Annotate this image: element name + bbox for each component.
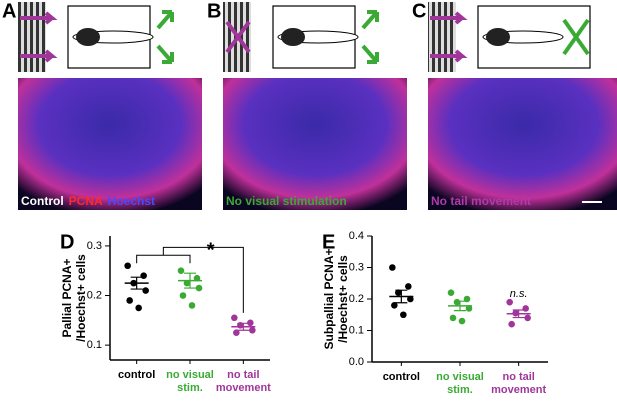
micrograph (223, 78, 407, 210)
panel-label: D (60, 231, 74, 253)
data-point (140, 272, 147, 279)
y-tick-label: 0.4 (349, 230, 364, 242)
error-bar (130, 276, 143, 290)
panel-label: C (412, 0, 426, 22)
fish-head (281, 28, 305, 46)
fish-head (486, 28, 510, 46)
data-point (395, 289, 402, 297)
y-tick-label: 0.3 (349, 261, 364, 273)
data-point (249, 326, 256, 334)
overlay-label: Control (21, 194, 64, 208)
y-tick-label: 0.1 (349, 324, 364, 336)
data-point (124, 262, 131, 270)
x-tick-label: movement (216, 382, 271, 394)
data-point (524, 314, 531, 322)
panel-label: E (322, 231, 335, 253)
data-point (449, 314, 457, 322)
data-point (405, 283, 412, 290)
y-tick-label: 0.3 (87, 240, 102, 252)
data-point (389, 264, 396, 271)
data-point (177, 267, 185, 275)
micrograph (18, 78, 202, 210)
x-tick-label: stim. (447, 384, 473, 396)
x-tick-label: no tail (502, 371, 534, 383)
tail-arrows (156, 10, 174, 64)
data-point (195, 284, 203, 292)
data-point (231, 314, 238, 322)
arrow (430, 11, 468, 63)
data-point (407, 295, 414, 303)
y-tick-label: 0.0 (349, 356, 364, 368)
y-tick-label: 0.2 (349, 293, 364, 305)
data-point (458, 317, 466, 325)
error-bar (237, 322, 250, 331)
y-axis-label: Subpallial PCNA+ (322, 248, 336, 349)
cross (225, 20, 251, 54)
y-axis-label: /Hoechst+ cells (336, 255, 350, 343)
panel-label: A (2, 0, 16, 22)
x-tick-label: no visual (166, 369, 214, 381)
data-point (465, 305, 473, 312)
error-bar (184, 272, 196, 289)
y-axis-label: Pallial PCNA+ (60, 258, 74, 337)
data-point (126, 297, 133, 304)
x-tick-label: no visual (436, 371, 484, 383)
micrograph (428, 78, 617, 210)
data-point (142, 287, 149, 294)
y-tick-label: 0.2 (87, 289, 102, 301)
y-axis-label: /Hoechst+ cells (74, 254, 88, 342)
data-point (400, 311, 407, 319)
fish-head (76, 28, 100, 46)
error-bar (395, 289, 408, 304)
annotation: n.s. (510, 288, 528, 300)
grating (18, 2, 46, 72)
x-tick-label: no tail (227, 369, 259, 381)
grating (428, 2, 456, 72)
data-point (188, 302, 196, 309)
data-point (508, 320, 515, 328)
arrow (20, 11, 58, 63)
data-point (193, 274, 201, 282)
x-tick-label: movement (491, 384, 546, 396)
data-point (233, 329, 240, 337)
bracket (136, 246, 244, 313)
cross (562, 18, 590, 56)
error-bar (454, 300, 466, 312)
data-point (447, 289, 455, 297)
data-point (522, 305, 529, 312)
x-tick-label: stim. (177, 382, 203, 394)
data-point (247, 319, 254, 327)
overlay-label: No tail movement (431, 194, 531, 208)
error-bar (512, 309, 525, 319)
data-point (506, 298, 513, 306)
y-tick-label: 0.1 (87, 339, 102, 351)
tail-arrows (361, 10, 379, 64)
overlay-label: No visual stimulation (226, 194, 347, 208)
annotation: * (207, 240, 215, 262)
data-point (135, 304, 142, 312)
x-tick-label: control (383, 371, 420, 383)
data-point (453, 298, 461, 306)
data-point (391, 302, 398, 309)
x-tick-label: control (118, 369, 155, 381)
overlay-label: Hoechst (108, 194, 155, 208)
panel-label: B (207, 0, 221, 22)
data-point (183, 279, 191, 287)
data-point (179, 292, 187, 299)
overlay-label: PCNA (69, 194, 103, 208)
